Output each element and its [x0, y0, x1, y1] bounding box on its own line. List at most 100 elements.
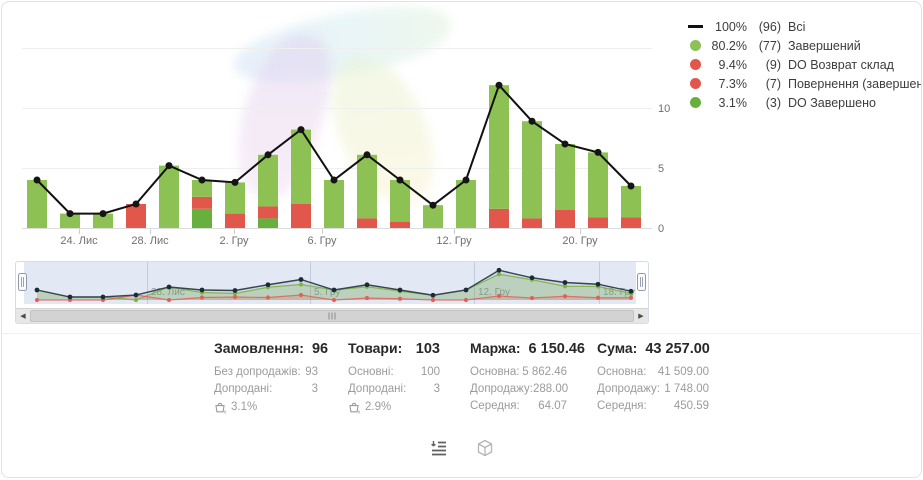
scroll-right-arrow[interactable]: ▶	[638, 313, 644, 320]
section-divider	[2, 333, 921, 334]
total-line-point[interactable]	[66, 210, 74, 218]
bar-segment-returned[interactable]	[126, 204, 146, 228]
total-line-point[interactable]	[165, 162, 173, 170]
basket-rate-icon: x	[215, 402, 227, 414]
total-line-point[interactable]	[462, 176, 470, 184]
bar-segment-returned[interactable]	[588, 217, 608, 228]
navigator-completed-point	[298, 282, 304, 287]
total-line-point[interactable]	[528, 117, 536, 125]
scrollbar-thumb[interactable]	[30, 310, 634, 322]
stat-row: Основна: 41 509.00	[597, 364, 709, 381]
bar-segment-completed[interactable]	[489, 85, 509, 209]
bar-segment-returned[interactable]	[225, 213, 245, 228]
bar-segment-completed[interactable]	[159, 165, 179, 228]
chart-navigator[interactable]: 28. Лис 5. Гру 12. Гру 18. Гру ◀ ▶	[15, 261, 649, 324]
bar-segment-completed[interactable]	[192, 180, 212, 197]
navigator-completed-point	[562, 284, 568, 289]
legend-item[interactable]: 3.1% (3) DO Завершено	[688, 93, 921, 112]
navigator-total-point	[199, 287, 205, 293]
stat-row-value: 100	[420, 366, 440, 378]
stat-row-value: 3	[311, 383, 318, 395]
legend-count: (96)	[758, 19, 781, 34]
stat-row: Без допродажів: 93	[214, 364, 318, 381]
navigator-completed-point	[496, 272, 502, 277]
total-line-point[interactable]	[363, 151, 371, 159]
bar-segment-returned[interactable]	[390, 222, 410, 228]
bar-segment-completed[interactable]	[93, 213, 113, 228]
total-line-point[interactable]	[231, 178, 239, 186]
total-line-point[interactable]	[594, 148, 602, 156]
stat-row-label: Допродані:	[348, 383, 407, 395]
navigator-total-point	[562, 280, 568, 285]
stat-row: Допродані: 3	[348, 381, 440, 398]
bar-segment-completed[interactable]	[621, 186, 641, 218]
navigator-date-label: 18. Гру	[603, 287, 635, 298]
legend-item[interactable]: 100% (96) Всі	[688, 17, 921, 36]
legend-item[interactable]: 7.3% (7) Повернення (завершений)	[688, 74, 921, 93]
navigator-left-handle[interactable]	[18, 273, 27, 291]
total-line-point[interactable]	[330, 176, 338, 184]
bar-segment-completed[interactable]	[456, 180, 476, 228]
bar-segment-returned[interactable]	[357, 218, 377, 228]
legend-count: (77)	[758, 38, 781, 53]
total-line-point[interactable]	[561, 140, 569, 148]
bar-segment-returned[interactable]	[555, 210, 575, 228]
navigator-returns-point	[166, 297, 172, 303]
bar-segment-completed[interactable]	[225, 182, 245, 214]
bar-segment-completed[interactable]	[324, 180, 344, 228]
stat-block: Сума: 43 257.00 Основна: 41 509.00 Допродажу…	[597, 340, 710, 416]
total-line-point[interactable]	[297, 126, 305, 134]
stat-row-value: 41 509.00	[657, 366, 709, 378]
navigator-returns-point	[595, 295, 601, 300]
navigator-chart[interactable]: 28. Лис 5. Гру 12. Гру 18. Гру	[16, 262, 648, 304]
bar-segment-do_completed[interactable]	[258, 218, 278, 228]
x-axis-label: 2. Гру	[219, 235, 249, 247]
bar-segment-completed[interactable]	[60, 213, 80, 228]
horizontal-scrollbar[interactable]: ◀ ▶	[16, 308, 648, 323]
total-line-point[interactable]	[33, 176, 41, 184]
bar-segment-completed[interactable]	[258, 154, 278, 207]
bar-segment-returned[interactable]	[522, 218, 542, 228]
legend-item[interactable]: 80.2% (77) Завершений	[688, 36, 921, 55]
main-chart-svg[interactable]: 0 5 10 24. Лис 28. Лис 2. Гру 6. Гру 12. Гру 20.…	[2, 2, 677, 254]
total-line-point[interactable]	[396, 176, 404, 184]
legend-percent: 80.2%	[711, 38, 747, 53]
stat-rate-row: x 2.9%	[348, 399, 440, 416]
total-line-point[interactable]	[495, 81, 503, 89]
total-line-point[interactable]	[198, 176, 206, 184]
navigator-returns-point	[628, 295, 634, 300]
orders-list-button[interactable]	[427, 436, 451, 460]
scroll-left-arrow[interactable]: ◀	[20, 313, 26, 320]
bar-segment-completed[interactable]	[522, 121, 542, 219]
dot-marker-icon	[690, 78, 701, 89]
navigator-svg[interactable]: 28. Лис 5. Гру 12. Гру 18. Гру	[16, 262, 648, 304]
bar-segment-completed[interactable]	[27, 180, 47, 228]
bar-segment-completed[interactable]	[357, 154, 377, 219]
total-line-point[interactable]	[132, 200, 140, 208]
bar-segment-do_completed[interactable]	[192, 208, 212, 228]
bar-segment-completed[interactable]	[423, 205, 443, 228]
bar-segment-returned[interactable]	[192, 196, 212, 209]
total-line-point[interactable]	[627, 182, 635, 190]
bar-segment-completed[interactable]	[588, 152, 608, 218]
total-line-point[interactable]	[99, 210, 107, 218]
bar-segment-returned[interactable]	[258, 206, 278, 219]
stat-row-label: Допродажу:	[470, 383, 533, 395]
total-line-point[interactable]	[264, 151, 272, 159]
bar-segment-returned[interactable]	[621, 217, 641, 228]
bar-segment-completed[interactable]	[390, 180, 410, 222]
bar-segment-completed[interactable]	[291, 129, 311, 204]
navigator-total-point	[430, 292, 436, 298]
stat-value: 6 150.46	[528, 341, 585, 357]
products-package-button[interactable]	[473, 436, 497, 460]
stat-title: Товари:	[348, 340, 403, 356]
navigator-right-handle[interactable]	[637, 273, 646, 291]
stat-title: Замовлення:	[214, 340, 304, 356]
total-line-point[interactable]	[429, 201, 437, 209]
legend-item[interactable]: 9.4% (9) DO Возврат склад	[688, 55, 921, 74]
navigator-total-point	[529, 275, 535, 281]
bar-segment-returned[interactable]	[489, 208, 509, 228]
bar-segment-returned[interactable]	[291, 204, 311, 228]
legend-percent: 9.4%	[718, 57, 748, 72]
bar-segment-completed[interactable]	[555, 144, 575, 210]
